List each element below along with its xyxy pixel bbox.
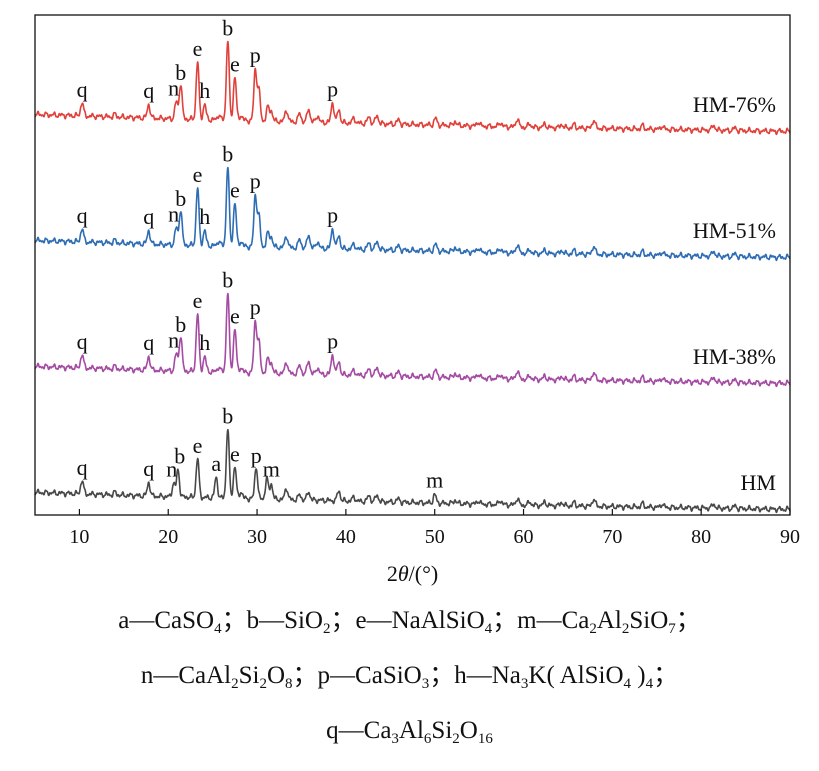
phase-legend-line-2: n—CaAl2Si2O8；p—CaSiO3；h—Na3K( AlSiO4 )4； [140,662,679,692]
peak-label-m: m [426,468,443,493]
peak-label-e: e [230,304,240,329]
plot-area [34,40,791,514]
peak-label-p: p [251,443,262,468]
peak-label-q: q [77,455,88,480]
peak-label-q: q [143,330,154,355]
peak-label-a: a [211,451,221,476]
peak-label-e: e [230,442,240,467]
x-tick-label: 50 [425,526,445,548]
series-label-HM-76%: HM-76% [693,92,776,117]
x-tick-label: 90 [780,526,800,548]
peak-label-h: h [199,78,210,103]
peak-label-h: h [199,330,210,355]
peak-label-e: e [193,162,203,187]
peak-label-q: q [77,329,88,354]
peak-label-n: n [168,202,179,227]
peak-label-p: p [327,203,338,228]
peak-label-b: b [175,312,186,337]
series-label-HM-38%: HM-38% [693,344,776,369]
peak-label-m: m [263,457,280,482]
peak-label-n: n [168,328,179,353]
peak-label-e: e [230,52,240,77]
phase-legend-line-3: q—Ca3Al6Si2O16 [326,717,493,747]
peak-label-e: e [193,433,203,458]
plot-frame [34,14,791,516]
peak-label-b: b [222,404,233,429]
peak-label-p: p [250,168,261,193]
peak-label-n: n [168,76,179,101]
peak-label-p: p [250,42,261,67]
peak-label-b: b [175,186,186,211]
peak-label-n: n [166,457,177,482]
peak-label-h: h [199,204,210,229]
peak-label-p: p [327,329,338,354]
series-line-HM-76% [34,40,791,136]
peak-label-e: e [193,36,203,61]
peak-label-q: q [77,77,88,102]
x-tick-label: 60 [514,526,534,548]
series-label-HM: HM [741,470,776,495]
peak-label-b: b [222,268,233,293]
peak-label-q: q [143,78,154,103]
peak-label-b: b [174,443,185,468]
peak-label-p: p [327,77,338,102]
x-tick-label: 80 [691,526,711,548]
peak-label-q: q [77,203,88,228]
x-tick-label: 30 [247,526,267,548]
peak-label-q: q [143,204,154,229]
x-tick-label: 10 [69,526,89,548]
x-tick-label: 40 [336,526,356,548]
peak-label-p: p [250,294,261,319]
peak-label-e: e [193,288,203,313]
axes: 10 20 30 40 50 60 70 80 90 2θ/(°) [34,14,800,586]
x-tick-label: 20 [158,526,178,548]
phase-legend-line-1: a—CaSO4；b—SiO2；e—NaAlSiO4；m—Ca2Al2SiO7； [118,607,701,637]
series-line-HM-38% [34,292,791,388]
x-tick-label: 70 [602,526,622,548]
peak-label-b: b [175,60,186,85]
peak-label-e: e [230,178,240,203]
peak-label-b: b [222,142,233,167]
series-line-HM [34,428,791,514]
series-line-HM-51% [34,166,791,262]
x-axis-label: 2θ/(°) [387,561,438,586]
peak-label-b: b [222,16,233,41]
series-label-HM-51%: HM-51% [693,218,776,243]
peak-label-q: q [143,456,154,481]
